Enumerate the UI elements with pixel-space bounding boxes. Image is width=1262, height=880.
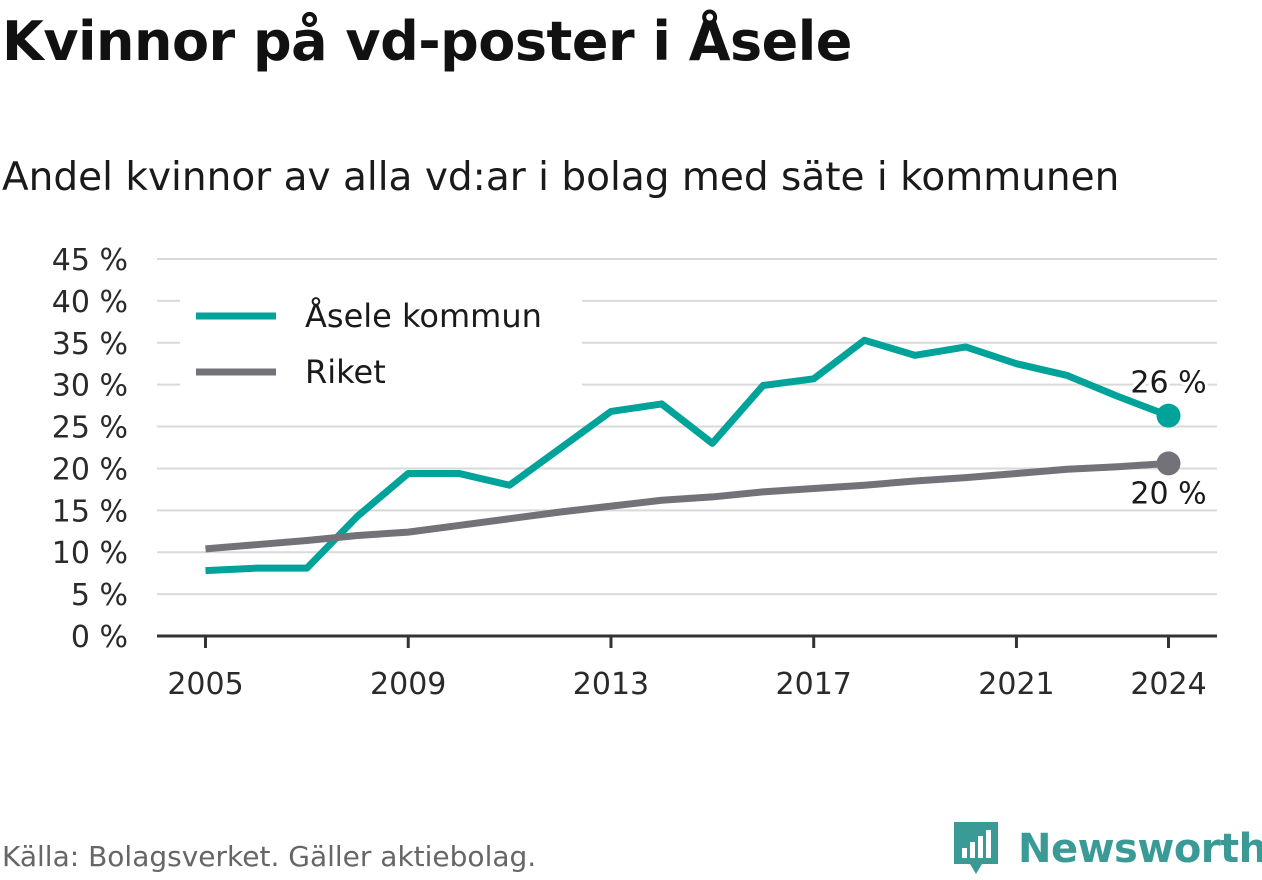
- legend-label: Åsele kommun: [305, 297, 542, 335]
- y-tick-label: 15 %: [52, 494, 128, 529]
- series-lines: [205, 336, 1181, 575]
- y-tick-label: 45 %: [52, 243, 128, 278]
- series-line: [205, 459, 1169, 553]
- y-tick-label: 20 %: [52, 452, 128, 487]
- legend: Åsele kommun Riket: [180, 294, 582, 391]
- series-end-point: [1156, 451, 1181, 476]
- end-labels: 26 % 20 %: [1127, 363, 1209, 515]
- x-tick-label: 2017: [776, 667, 852, 702]
- y-tick-label: 5 %: [71, 578, 128, 613]
- source-note: Källa: Bolagsverket. Gäller aktiebolag.: [2, 840, 537, 873]
- series-line: [205, 336, 1170, 575]
- x-tick-label: 2005: [167, 667, 243, 702]
- newsworthy-logo: Newsworthy: [950, 818, 1262, 880]
- y-tick-label: 35 %: [52, 327, 128, 362]
- y-tick-label: 40 %: [52, 285, 128, 320]
- end-label-asele: 26 %: [1130, 366, 1206, 401]
- chart-title: Kvinnor på vd-poster i Åsele: [2, 10, 852, 73]
- x-tick-label: 2024: [1130, 667, 1206, 702]
- brand-name: Newsworthy: [1018, 826, 1262, 872]
- y-axis-tick-labels: 0 % 5 % 10 % 15 % 20 % 25 % 30 % 35 % 40 % 45 %: [52, 243, 128, 655]
- y-tick-label: 25 %: [52, 411, 128, 446]
- series-end-point: [1156, 403, 1181, 428]
- y-tick-label: 10 %: [52, 536, 128, 571]
- x-tick-label: 2009: [370, 667, 446, 702]
- x-tick-label: 2013: [573, 667, 649, 702]
- x-axis: 2005 2009 2013 2017 2021 2024: [157, 634, 1217, 702]
- chart-subtitle: Andel kvinnor av alla vd:ar i bolag med …: [2, 155, 1120, 200]
- y-tick-label: 30 %: [52, 369, 128, 404]
- end-label-riket: 20 %: [1130, 476, 1206, 511]
- x-tick-label: 2021: [978, 667, 1054, 702]
- legend-label: Riket: [305, 353, 386, 391]
- y-tick-label: 0 %: [71, 620, 128, 655]
- newsworthy-logo-icon: [954, 822, 998, 874]
